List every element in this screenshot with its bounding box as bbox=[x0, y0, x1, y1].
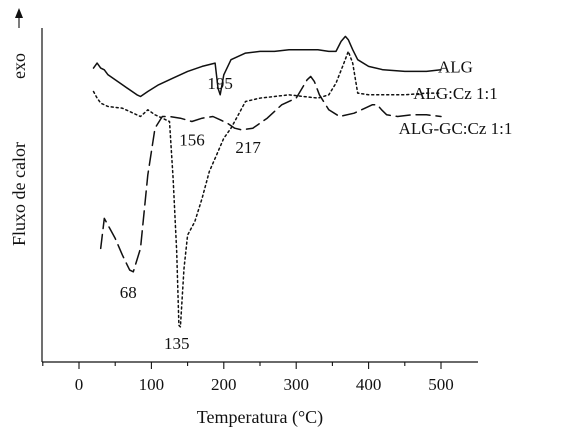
peak-annotation: 135 bbox=[164, 334, 190, 353]
peak-annotation: 156 bbox=[179, 131, 205, 150]
x-axis-group: 0 100 200 300 400 500 Temperatura (°C) bbox=[42, 361, 478, 428]
x-tick-label: 200 bbox=[211, 375, 237, 394]
x-axis-title: Temperatura (°C) bbox=[197, 407, 323, 428]
x-ticks: 0 100 200 300 400 500 bbox=[42, 362, 454, 394]
exo-arrow-icon bbox=[15, 8, 23, 28]
series-label-1: ALG bbox=[438, 57, 473, 76]
peak-annotation: 195 bbox=[207, 74, 233, 93]
series-label-3: ALG-GC:Cz 1:1 bbox=[399, 119, 513, 138]
peak-annotation: 68 bbox=[120, 283, 137, 302]
x-tick-label: 500 bbox=[428, 375, 454, 394]
x-tick-label: 400 bbox=[356, 375, 382, 394]
series-line-1 bbox=[92, 35, 442, 98]
y-axis-group: Fluxo de calor exo bbox=[9, 8, 43, 362]
series-label-2: ALG:Cz 1:1 bbox=[413, 84, 498, 103]
peak-annotation: 217 bbox=[235, 138, 261, 157]
series-layer: ALG ALG:Cz 1:1 ALG-GC:Cz 1:1 bbox=[92, 35, 513, 328]
x-tick-label: 100 bbox=[139, 375, 165, 394]
exo-label: exo bbox=[9, 53, 29, 79]
exo-arrow-head bbox=[15, 8, 23, 18]
y-axis-title: Fluxo de calor bbox=[9, 142, 29, 246]
x-tick-label: 0 bbox=[75, 375, 84, 394]
series-line-3 bbox=[99, 75, 442, 273]
annotation-layer: 68 135 156 195 217 bbox=[120, 74, 262, 353]
x-tick-label: 300 bbox=[283, 375, 309, 394]
series-line-2 bbox=[92, 50, 442, 328]
